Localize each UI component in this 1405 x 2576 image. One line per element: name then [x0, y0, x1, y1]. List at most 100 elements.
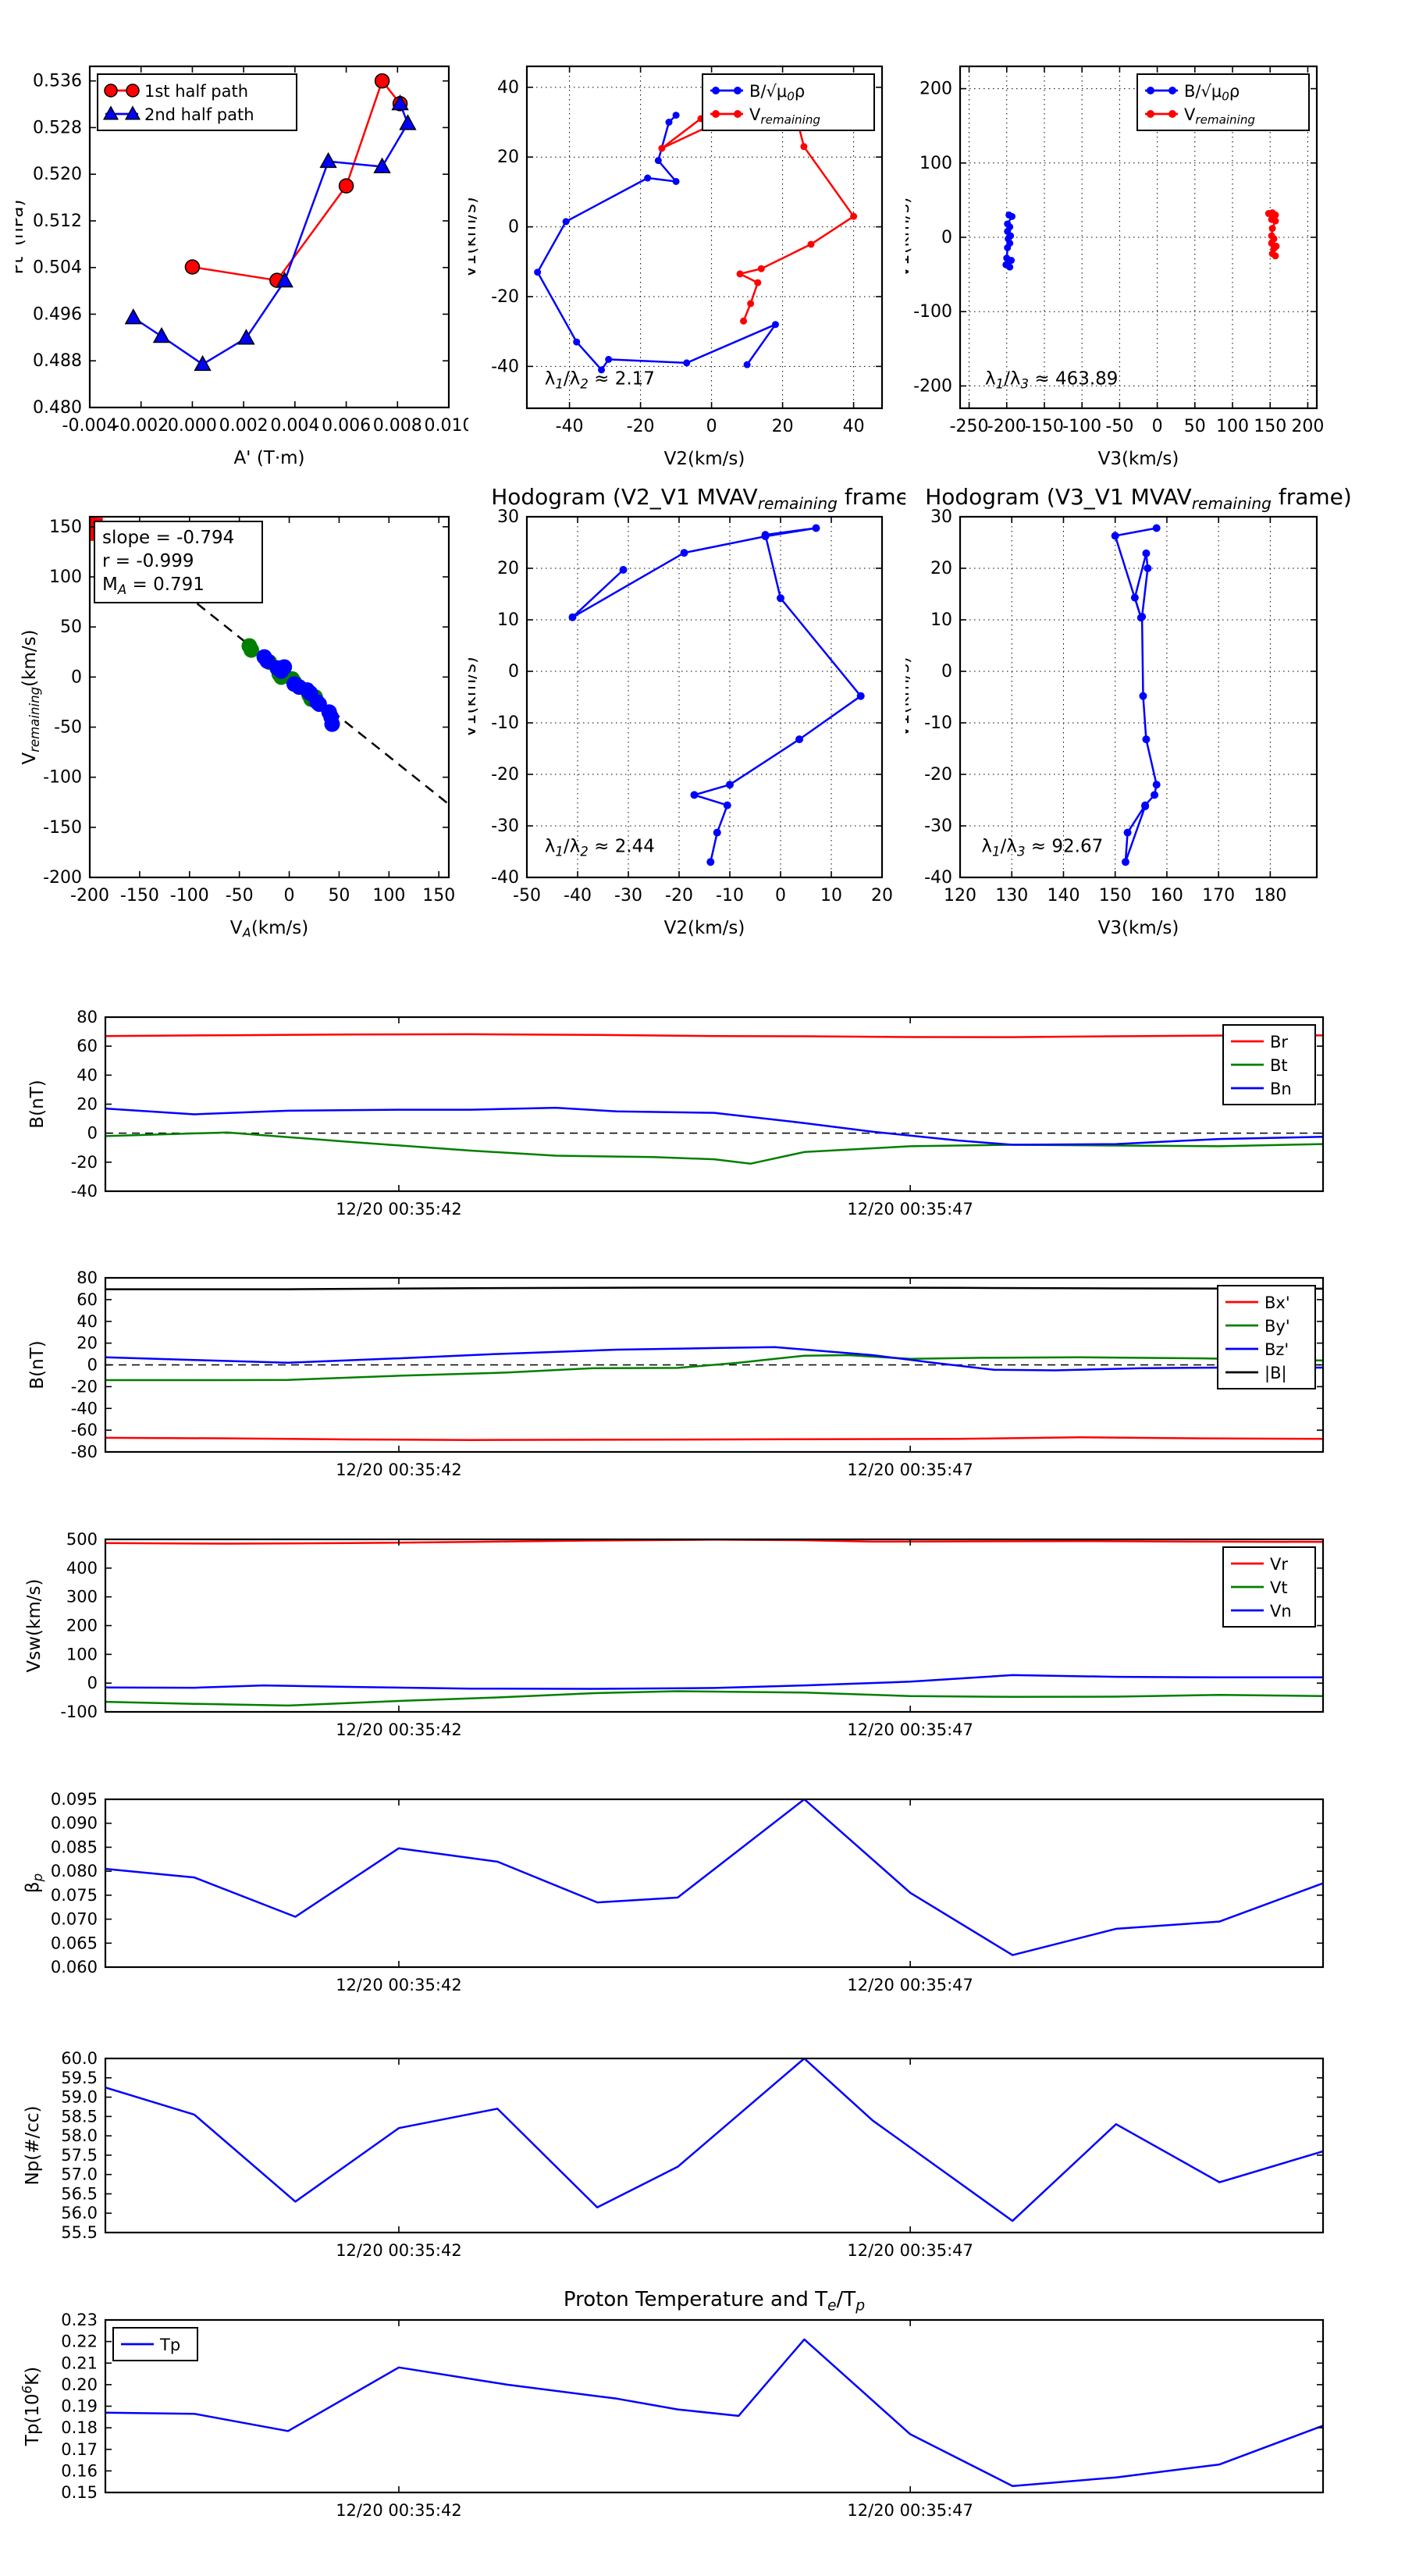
svg-text:0.065: 0.065 — [51, 1934, 98, 1952]
svg-text:150: 150 — [49, 518, 82, 537]
svg-text:A' (T·m): A' (T·m) — [233, 448, 304, 468]
svg-text:0.22: 0.22 — [61, 2332, 98, 2351]
hodogram-v2v1-mvav-canvas: -50 -40 -30 -20 -10 0 10 20-40-30-20-100102030V… — [468, 468, 921, 937]
svg-text:200: 200 — [66, 1617, 98, 1635]
svg-text:2nd half path: 2nd half path — [144, 105, 254, 124]
svg-text:60.0: 60.0 — [61, 2049, 98, 2068]
svg-text:-200: -200 — [70, 886, 109, 906]
svg-text:140: 140 — [1047, 886, 1080, 906]
svg-text:-200: -200 — [913, 376, 952, 396]
svg-text:V3(km/s): V3(km/s) — [1098, 449, 1179, 468]
svg-text:12/20 00:35:47: 12/20 00:35:47 — [847, 1200, 973, 1219]
svg-text:0.16: 0.16 — [61, 2461, 98, 2480]
svg-text:12/20 00:35:42: 12/20 00:35:42 — [336, 1461, 462, 1479]
svg-text:80: 80 — [76, 1268, 98, 1287]
svg-text:Tp(106K): Tp(106K) — [20, 2367, 43, 2446]
svg-text:120: 120 — [944, 886, 976, 906]
svg-text:Vt: Vt — [1270, 1578, 1288, 1597]
svg-text:Vremaining(km/s): Vremaining(km/s) — [20, 629, 42, 764]
svg-text:20: 20 — [772, 417, 794, 436]
svg-text:-40: -40 — [71, 1399, 98, 1418]
svg-text:B/√μ0ρ: B/√μ0ρ — [1184, 82, 1240, 104]
hodogram-v3v1-mvab-plot: Hodogram(V3_V1 MVAB frame) -250-200-150-… — [905, 31, 1389, 468]
svg-text:80: 80 — [76, 1008, 98, 1026]
svg-text:59.5: 59.5 — [61, 2069, 98, 2087]
svg-text:-20: -20 — [71, 1377, 98, 1396]
svg-text:B/√μ0ρ: B/√μ0ρ — [749, 82, 805, 104]
svg-text:-40: -40 — [564, 886, 592, 906]
svg-text:slope = -0.794: slope = -0.794 — [102, 528, 234, 548]
svg-text:B(nT): B(nT) — [27, 1340, 48, 1389]
svg-text:0.480: 0.480 — [33, 398, 82, 418]
proton-number-density-panel: Proton Number Density 12/20 00:35:4212/2… — [16, 2010, 1389, 2268]
svg-text:30: 30 — [497, 507, 519, 527]
svg-text:λ1/λ3 ≈ 463.89: λ1/λ3 ≈ 463.89 — [985, 368, 1118, 391]
svg-text:0: 0 — [775, 886, 786, 906]
svg-text:Hodogram (V3_V1 MVAVremaining: Hodogram (V3_V1 MVAVremaining frame) — [925, 484, 1352, 513]
svg-text:10: 10 — [820, 886, 842, 906]
svg-text:1st half path: 1st half path — [144, 82, 248, 101]
svg-text:0.528: 0.528 — [33, 118, 82, 137]
svg-text:100: 100 — [66, 1645, 98, 1663]
svg-text:0.536: 0.536 — [33, 72, 82, 91]
svg-text:V1(km/s): V1(km/s) — [468, 656, 480, 738]
svg-text:V2(km/s): V2(km/s) — [664, 449, 745, 468]
svg-text:0.090: 0.090 — [51, 1814, 98, 1833]
svg-text:0: 0 — [284, 886, 295, 906]
svg-text:100: 100 — [372, 886, 405, 906]
hodogram-v3v1-mvav-plot: 120 130 140 150 160 170 180 -40 -30 -20 -10 0 10 20 30… — [905, 468, 1389, 937]
svg-text:200: 200 — [1291, 417, 1324, 436]
svg-text:Bz': Bz' — [1264, 1340, 1289, 1359]
svg-text:12/20 00:35:42: 12/20 00:35:42 — [336, 1720, 462, 1739]
svg-text:-30: -30 — [924, 817, 952, 836]
svg-text:Br: Br — [1270, 1033, 1288, 1051]
svg-text:40: 40 — [76, 1066, 98, 1084]
svg-text:-10: -10 — [924, 713, 952, 733]
svg-text:12/20 00:35:42: 12/20 00:35:42 — [336, 1200, 462, 1219]
svg-text:20: 20 — [76, 1095, 98, 1114]
svg-text:57.0: 57.0 — [61, 2165, 98, 2184]
svg-text:150: 150 — [1099, 886, 1132, 906]
svg-text:-10: -10 — [716, 886, 744, 906]
svg-text:300: 300 — [66, 1588, 98, 1606]
svg-text:-50: -50 — [1105, 417, 1133, 436]
svg-text:160: 160 — [1151, 886, 1183, 906]
svg-text:-20: -20 — [924, 765, 952, 785]
svg-text:150: 150 — [1254, 417, 1286, 436]
svg-text:-50: -50 — [54, 718, 82, 738]
svg-text:10: 10 — [497, 610, 519, 630]
proton-temperature-canvas: 12/20 00:35:42 12/20 00:35:47 0.15 0.16 0.17… — [16, 2272, 1389, 2576]
svg-text:20: 20 — [497, 559, 519, 578]
proton-temperature-panel: 12/20 00:35:42 12/20 00:35:47 0.15 0.16 0.17… — [16, 2272, 1389, 2576]
svg-text:58.5: 58.5 — [61, 2107, 98, 2126]
svg-text:20: 20 — [871, 886, 893, 906]
svg-text:λ1/λ3 ≈ 92.67: λ1/λ3 ≈ 92.67 — [981, 837, 1103, 859]
svg-text:0.19: 0.19 — [61, 2397, 98, 2416]
svg-text:56.0: 56.0 — [61, 2204, 98, 2222]
svg-text:By': By' — [1264, 1317, 1290, 1336]
svg-text:Bt: Bt — [1270, 1056, 1288, 1075]
hodogram-v2v1-mvav-plot: -50 -40 -30 -20 -10 0 10 20 -40 -30 -20 -10 0 10 20 30 V… — [468, 468, 921, 937]
svg-text:12/20 00:35:47: 12/20 00:35:47 — [847, 2241, 973, 2260]
svg-text:0.006: 0.006 — [322, 416, 371, 436]
svg-text:V1(km/s): V1(km/s) — [905, 197, 913, 278]
svg-text:-40: -40 — [71, 1182, 98, 1201]
svg-text:0.496: 0.496 — [33, 304, 82, 324]
transverse-pressure-plot: Transverse pressure -0.004-0.0020.0000.0… — [16, 31, 484, 468]
svg-text:59.0: 59.0 — [61, 2088, 98, 2107]
svg-text:12/20 00:35:47: 12/20 00:35:47 — [847, 2501, 973, 2520]
svg-text:0.17: 0.17 — [61, 2440, 98, 2459]
svg-text:-100: -100 — [1062, 417, 1101, 436]
svg-text:0.15: 0.15 — [61, 2483, 98, 2502]
svg-text:20: 20 — [930, 559, 952, 578]
svg-text:50: 50 — [328, 886, 350, 906]
svg-text:0: 0 — [87, 1674, 98, 1692]
svg-text:0.008: 0.008 — [373, 416, 422, 436]
svg-text:400: 400 — [66, 1559, 98, 1578]
svg-text:55.5: 55.5 — [61, 2223, 98, 2242]
svg-text:0.080: 0.080 — [51, 1862, 98, 1880]
svg-text:-0.004: -0.004 — [62, 416, 118, 436]
svg-text:0.504: 0.504 — [33, 258, 82, 278]
svg-text:Vn: Vn — [1270, 1602, 1292, 1621]
